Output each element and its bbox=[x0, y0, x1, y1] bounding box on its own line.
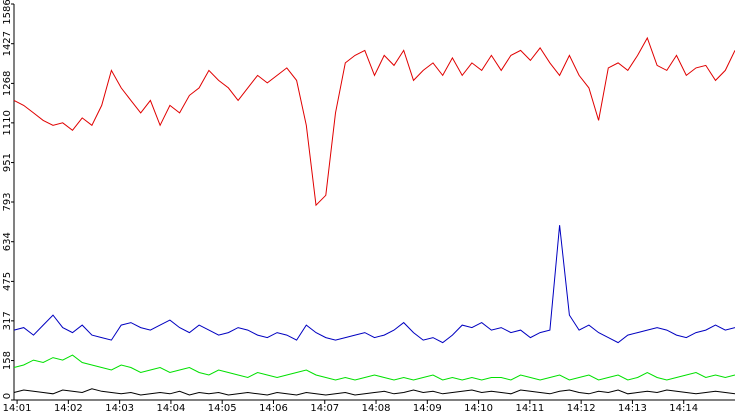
x-tick-label: 14:13 bbox=[618, 403, 647, 414]
series-line bbox=[13, 36, 735, 207]
y-tick-label: 634 bbox=[2, 232, 13, 251]
series-line bbox=[13, 354, 735, 381]
y-tick-label: 951 bbox=[2, 153, 13, 172]
x-tick-label: 14:14 bbox=[669, 403, 698, 414]
x-tick-label: 14:05 bbox=[208, 403, 237, 414]
y-tick-label: 1586 bbox=[2, 0, 13, 25]
series-line bbox=[13, 388, 735, 396]
x-tick-label: 14:12 bbox=[567, 403, 596, 414]
x-tick-label: 14:07 bbox=[310, 403, 339, 414]
x-tick-label: 14:09 bbox=[413, 403, 442, 414]
y-tick-label: 475 bbox=[2, 272, 13, 291]
x-tick-label: 14:01 bbox=[3, 403, 32, 414]
y-tick-label: 317 bbox=[2, 311, 13, 330]
y-tick-label: 1110 bbox=[2, 110, 13, 135]
x-tick-label: 14:04 bbox=[157, 403, 186, 414]
x-tick-label: 14:08 bbox=[362, 403, 391, 414]
y-tick-label: 0 bbox=[2, 393, 13, 399]
y-tick-label: 1427 bbox=[2, 31, 13, 56]
x-tick-label: 14:06 bbox=[259, 403, 288, 414]
y-tick-label: 158 bbox=[2, 351, 13, 370]
x-tick-label: 14:03 bbox=[105, 403, 134, 414]
x-tick-label: 14:11 bbox=[515, 403, 544, 414]
series-line bbox=[13, 225, 735, 344]
x-tick-label: 14:02 bbox=[54, 403, 83, 414]
y-tick-label: 1268 bbox=[2, 71, 13, 96]
x-tick-label: 14:10 bbox=[464, 403, 493, 414]
y-tick-label: 793 bbox=[2, 192, 13, 211]
